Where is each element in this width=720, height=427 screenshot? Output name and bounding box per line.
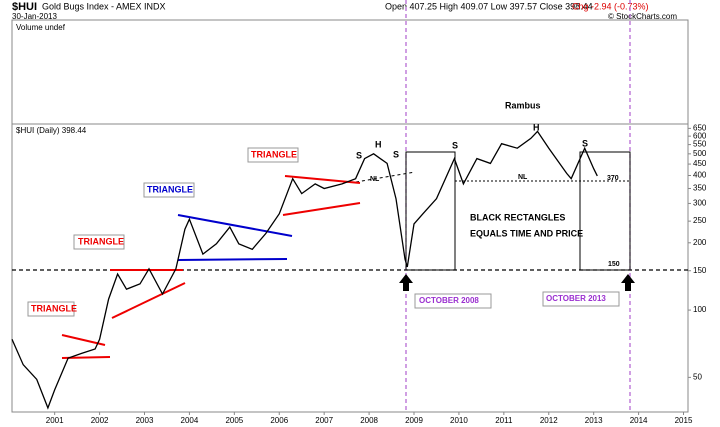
- y-tick-label: 300: [693, 199, 707, 208]
- label-box: [542, 291, 620, 307]
- arrow: [399, 274, 413, 291]
- annotation: TRIANGLE: [31, 303, 77, 313]
- annotation: OCTOBER 2008: [419, 296, 479, 305]
- annotation: S: [582, 138, 588, 148]
- y-tick-label: 400: [693, 171, 707, 180]
- symbol: $HUI: [12, 1, 37, 13]
- annotation: TRIANGLE: [78, 236, 124, 246]
- annotation: TRIANGLE: [147, 184, 193, 194]
- annotation: H: [533, 122, 540, 132]
- x-tick-label: 2004: [181, 416, 199, 425]
- x-tick-label: 2006: [270, 416, 288, 425]
- label-box: [414, 293, 492, 309]
- y-tick-label: 650: [693, 123, 707, 132]
- x-tick-label: 2014: [630, 416, 648, 425]
- y-tick-label: 100: [693, 305, 707, 314]
- annotation: BLACK RECTANGLES: [470, 212, 565, 222]
- label-box: [143, 182, 195, 198]
- x-tick-label: 2007: [315, 416, 333, 425]
- y-tick-label: 550: [693, 140, 707, 149]
- y-tick-label: 500: [693, 149, 707, 158]
- x-tick-label: 2002: [91, 416, 109, 425]
- trendline: [177, 258, 288, 261]
- trendline: [177, 214, 293, 237]
- x-tick-label: 2010: [450, 416, 468, 425]
- annotation: H: [375, 139, 382, 149]
- stats: Open 407.25 High 409.07 Low 397.57 Close…: [385, 1, 593, 11]
- y-tick-label: 200: [693, 238, 707, 247]
- volume-panel: [11, 19, 689, 125]
- label-box: [73, 234, 125, 250]
- legend: $HUI (Daily) 398.44: [16, 126, 87, 135]
- x-tick-label: 2003: [136, 416, 154, 425]
- annotation: TRIANGLE: [251, 149, 297, 159]
- annotation: OCTOBER 2013: [546, 294, 606, 303]
- change: Chg -2.94 (-0.73%): [572, 1, 649, 11]
- annotation: 150: [608, 261, 620, 268]
- x-tick-label: 2012: [540, 416, 558, 425]
- label-box: [27, 301, 75, 317]
- x-tick-label: 2009: [405, 416, 423, 425]
- date: 30-Jan-2013: [12, 12, 57, 21]
- x-tick-label: 2001: [46, 416, 64, 425]
- time-price-box: [405, 151, 456, 271]
- time-price-box: [579, 151, 631, 271]
- price-line: [11, 130, 598, 410]
- trendline: [282, 202, 361, 216]
- neckline: [355, 171, 416, 183]
- y-tick-label: 50: [693, 372, 702, 381]
- annotation: NL: [518, 174, 528, 181]
- x-tick-label: 2005: [225, 416, 243, 425]
- annotation: NL: [370, 176, 380, 183]
- title: Gold Bugs Index - AMEX INDX: [42, 1, 166, 11]
- source: © StockCharts.com: [608, 12, 677, 21]
- y-tick-label: 600: [693, 131, 707, 140]
- volume-label: Volume undef: [16, 23, 66, 32]
- x-tick-label: 2015: [675, 416, 693, 425]
- annotation: S: [356, 150, 362, 160]
- annotation: Rambus: [505, 100, 541, 110]
- price-panel: [11, 123, 689, 413]
- y-tick-label: 450: [693, 159, 707, 168]
- trendline: [111, 282, 186, 319]
- arrow: [621, 274, 635, 291]
- trendline: [61, 334, 106, 346]
- label-box: [247, 147, 299, 163]
- annotation: 370: [607, 175, 619, 182]
- y-tick-label: 150: [693, 266, 707, 275]
- x-tick-label: 2013: [585, 416, 603, 425]
- y-tick-label: 350: [693, 184, 707, 193]
- annotation: S: [393, 149, 399, 159]
- y-tick-label: 250: [693, 216, 707, 225]
- x-tick-label: 2008: [360, 416, 378, 425]
- annotation: EQUALS TIME AND PRICE: [470, 228, 583, 238]
- annotation: S: [452, 140, 458, 150]
- x-tick-label: 2011: [495, 416, 513, 425]
